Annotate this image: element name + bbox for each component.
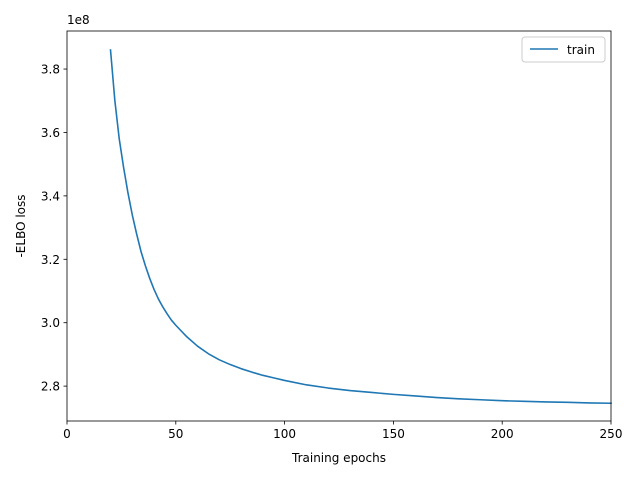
y-tick-label: 3.0	[41, 316, 60, 330]
y-tick-label: 2.8	[41, 380, 60, 394]
axes-frame	[66, 30, 612, 422]
y-axis-ticks: 2.8 3.0 3.2 3.4 3.6 3.8	[41, 63, 67, 394]
x-tick-label: 250	[600, 427, 623, 441]
x-tick-label: 150	[382, 427, 405, 441]
x-axis-ticks: 0 50 100 150 200 250	[63, 421, 622, 441]
legend-label-train: train	[567, 43, 595, 57]
legend: train	[521, 36, 606, 63]
x-tick-label: 50	[168, 427, 183, 441]
legend-box	[521, 36, 606, 63]
x-tick-label: 0	[63, 427, 71, 441]
series-layer	[109, 49, 612, 405]
x-tick-label: 200	[491, 427, 514, 441]
y-tick-label: 3.2	[41, 253, 60, 267]
x-axis-label: Training epochs	[291, 451, 386, 465]
y-tick-label: 3.8	[41, 63, 60, 77]
series-line-train	[109, 49, 612, 405]
plot-area	[67, 31, 611, 421]
y-tick-label: 3.6	[41, 126, 60, 140]
x-tick-label: 100	[273, 427, 296, 441]
y-offset-label: 1e8	[67, 13, 90, 27]
y-axis-label: -ELBO loss	[14, 194, 28, 257]
y-tick-label: 3.4	[41, 189, 60, 203]
